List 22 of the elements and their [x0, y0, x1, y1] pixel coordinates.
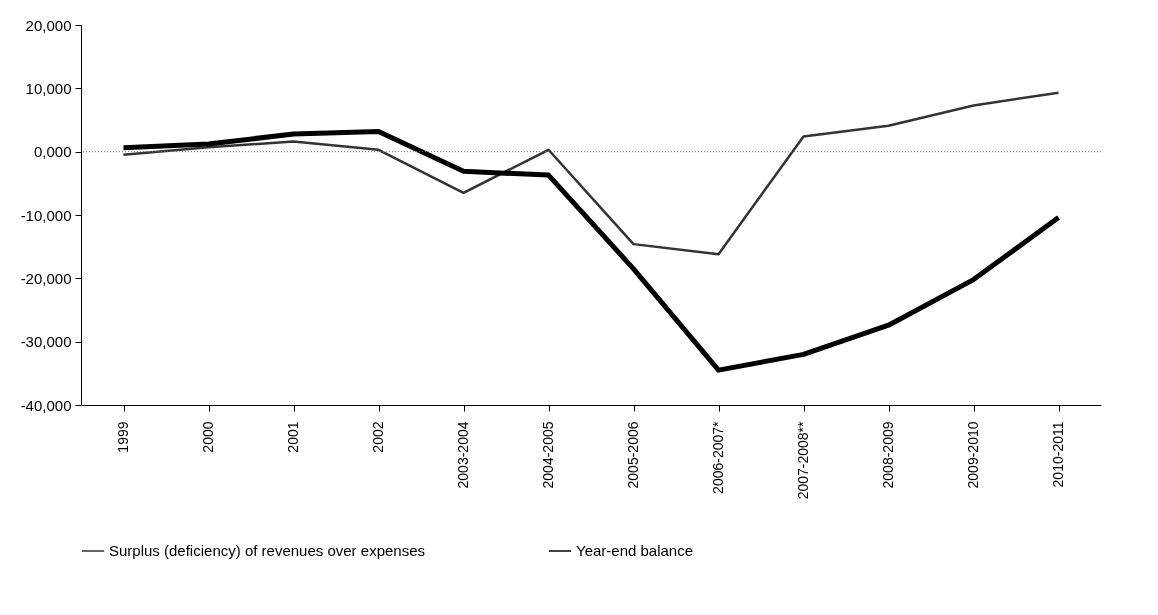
x-tick-label: 2009-2010 — [965, 421, 981, 489]
x-tick-label: 2008-2009 — [880, 421, 896, 489]
x-tick-label: 2002 — [370, 421, 386, 453]
line-series — [122, 91, 1060, 256]
x-tick-label: 2005-2006 — [625, 421, 641, 489]
y-tick-label: -10,000 — [20, 206, 72, 224]
x-tick-label: 2003-2004 — [455, 421, 471, 489]
x-tick-label: 1999 — [115, 421, 131, 453]
x-tick-label: 2010-2011 — [1050, 421, 1066, 488]
legend-label: Year-end balance — [576, 542, 694, 559]
x-tick-label: 2004-2005 — [540, 421, 556, 489]
x-tick-label: 2007-2008** — [795, 420, 811, 500]
y-tick-label: -40,000 — [20, 396, 72, 414]
y-tick-label: -30,000 — [20, 333, 72, 351]
x-tick-label: 2000 — [200, 421, 216, 453]
y-tick-label: 0,000 — [33, 143, 72, 161]
y-tick-label: 10,000 — [25, 79, 72, 97]
x-tick-label: 2001 — [285, 421, 301, 453]
x-tick-label: 2006-2007* — [710, 420, 726, 494]
y-tick-label: -20,000 — [20, 269, 72, 287]
y-tick-label: 20,000 — [25, 16, 72, 34]
legend-label: Surplus (deficiency) of revenues over expenses — [109, 542, 425, 559]
